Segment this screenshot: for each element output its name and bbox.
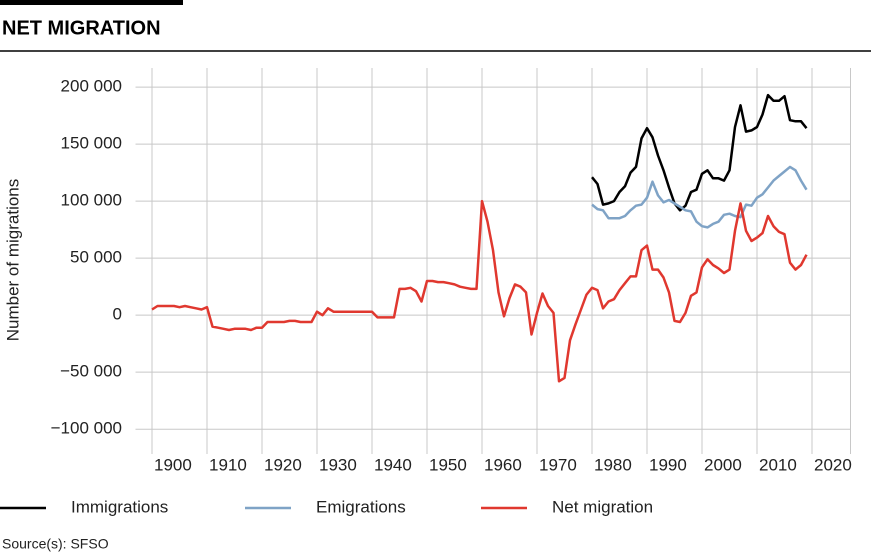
- top-bar: [0, 0, 183, 5]
- y-tick-label: 50 000: [70, 248, 122, 267]
- x-tick-label: 1960: [484, 455, 522, 474]
- x-tick-label: 1920: [264, 455, 302, 474]
- y-tick-label: 150 000: [61, 134, 122, 153]
- x-tick-label: 1990: [649, 455, 687, 474]
- legend-label: Net migration: [552, 497, 653, 516]
- y-tick-label: 0: [113, 305, 122, 324]
- series-line: [151, 199, 808, 383]
- y-tick-label: −50 000: [60, 362, 122, 381]
- chart-title: NET MIGRATION: [2, 17, 161, 39]
- legend-label: Immigrations: [71, 497, 168, 516]
- legend-label: Emigrations: [316, 497, 406, 516]
- y-tick-label: 100 000: [61, 191, 122, 210]
- x-tick-label: 2020: [814, 455, 852, 474]
- x-tick-label: 1950: [429, 455, 467, 474]
- y-tick-label: −100 000: [51, 419, 122, 438]
- x-tick-label: 1980: [594, 455, 632, 474]
- source: Source(s): SFSO: [2, 536, 109, 552]
- x-tick-label: 2010: [759, 455, 797, 474]
- series-line: [591, 93, 808, 212]
- y-tick-label: 200 000: [61, 77, 122, 96]
- x-tick-label: 1900: [154, 455, 192, 474]
- y-axis-label: Number of migrations: [3, 179, 22, 342]
- x-tick-label: 1940: [374, 455, 412, 474]
- x-tick-label: 1910: [209, 455, 247, 474]
- series-line: [591, 165, 808, 229]
- x-tick-label: 2000: [704, 455, 742, 474]
- x-tick-label: 1970: [539, 455, 577, 474]
- x-tick-label: 1930: [319, 455, 357, 474]
